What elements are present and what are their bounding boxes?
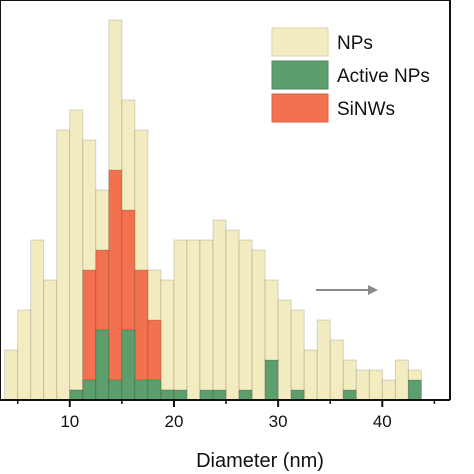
bar-nps <box>4 349 19 401</box>
bar-active-nps <box>238 389 253 401</box>
bar-nps <box>186 239 201 401</box>
bar-nps <box>394 359 409 401</box>
bar-nps <box>225 229 240 401</box>
bar-nps <box>212 219 227 401</box>
bar-nps <box>329 339 344 401</box>
bar-nps <box>251 249 266 401</box>
x-tick-label: 40 <box>373 412 392 431</box>
legend: NPs Active NPs SiNWs <box>271 27 430 123</box>
x-axis-title: Diameter (nm) <box>196 450 324 472</box>
bar-nps <box>368 369 383 401</box>
bar-nps <box>303 349 318 401</box>
x-tick-label: 30 <box>269 412 288 431</box>
legend-swatch-active-nps <box>271 60 329 90</box>
bar-nps <box>238 239 253 401</box>
arrow-head-icon <box>368 285 378 295</box>
x-ticks: 10 20 30 40 <box>16 400 436 431</box>
bar-active-nps <box>108 379 123 401</box>
bar-nps <box>173 239 188 401</box>
bar-active-nps <box>199 389 214 401</box>
bar-active-nps <box>95 329 110 401</box>
bar-active-nps <box>69 389 84 401</box>
bar-nps <box>355 369 370 401</box>
bar-active-nps <box>342 389 357 401</box>
bar-active-nps <box>134 379 149 401</box>
legend-label-nps: NPs <box>337 33 373 54</box>
bar-active-nps <box>290 389 305 401</box>
bar-nps <box>199 239 214 401</box>
legend-label-active-nps: Active NPs <box>337 66 430 87</box>
bar-sinws <box>108 169 123 401</box>
bar-active-nps <box>147 379 162 401</box>
bar-nps <box>381 379 396 401</box>
bar-nps <box>43 279 58 401</box>
histogram-bars <box>4 19 422 401</box>
legend-swatch-nps <box>271 27 329 57</box>
bar-nps <box>290 309 305 401</box>
bar-nps <box>316 319 331 401</box>
bar-active-nps <box>121 329 136 401</box>
legend-label-sinws: SiNWs <box>337 99 395 120</box>
bar-active-nps <box>212 389 227 401</box>
legend-swatch-sinws <box>271 93 329 123</box>
annotation-arrow <box>316 285 378 295</box>
bar-active-nps <box>160 389 175 401</box>
bar-active-nps <box>82 379 97 401</box>
bar-nps <box>17 309 32 401</box>
bar-active-nps <box>407 379 422 401</box>
x-tick-label: 10 <box>60 412 79 431</box>
bar-nps <box>160 279 175 401</box>
bar-nps <box>56 129 71 401</box>
bar-nps <box>277 299 292 401</box>
x-tick-label: 20 <box>164 412 183 431</box>
axes <box>0 0 451 401</box>
bar-nps <box>69 109 84 401</box>
bar-active-nps <box>173 389 188 401</box>
bar-active-nps <box>264 359 279 401</box>
bar-nps <box>30 239 45 401</box>
